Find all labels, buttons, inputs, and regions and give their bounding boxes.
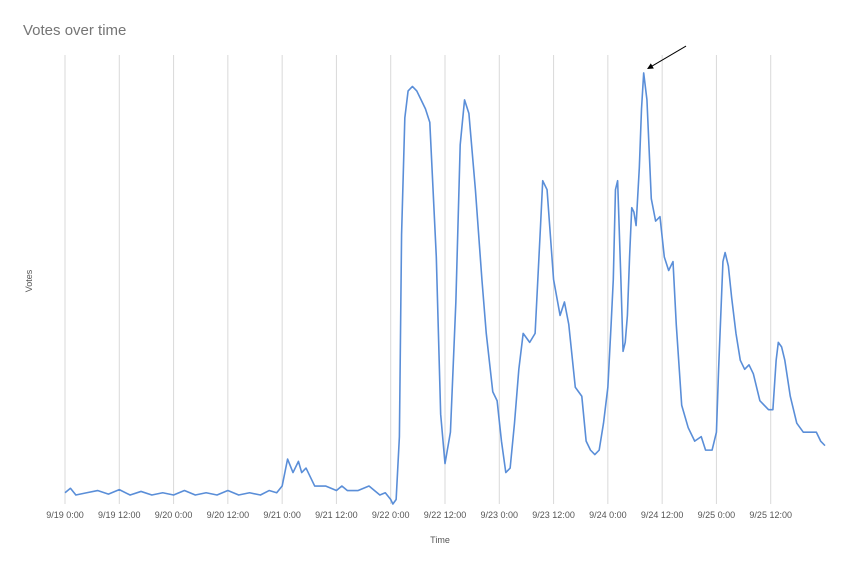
chart-svg [0, 0, 851, 566]
x-tick-label: 9/19 0:00 [46, 510, 84, 520]
x-tick-label: 9/24 0:00 [589, 510, 627, 520]
x-tick-label: 9/25 12:00 [749, 510, 792, 520]
x-tick-label: 9/23 0:00 [481, 510, 519, 520]
annotation-arrow-icon [648, 46, 686, 68]
x-tick-label: 9/22 0:00 [372, 510, 410, 520]
x-tick-label: 9/20 12:00 [207, 510, 250, 520]
chart-stage: Votes over time Votes Time 9/19 0:009/19… [0, 0, 851, 566]
x-tick-label: 9/24 12:00 [641, 510, 684, 520]
x-tick-label: 9/21 0:00 [263, 510, 301, 520]
x-tick-label: 9/22 12:00 [424, 510, 467, 520]
x-tick-label: 9/21 12:00 [315, 510, 358, 520]
x-tick-label: 9/20 0:00 [155, 510, 193, 520]
x-tick-label: 9/25 0:00 [698, 510, 736, 520]
annotation-arrow-head-icon [648, 64, 653, 68]
x-tick-label: 9/23 12:00 [532, 510, 575, 520]
x-tick-label: 9/19 12:00 [98, 510, 141, 520]
